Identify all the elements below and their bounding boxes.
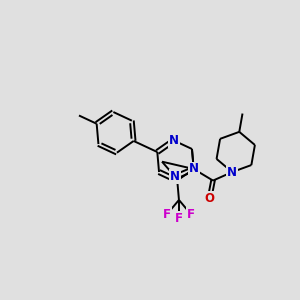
Text: N: N	[227, 166, 237, 178]
Text: N: N	[169, 134, 179, 147]
Text: N: N	[189, 163, 199, 176]
Text: F: F	[187, 208, 195, 221]
Text: O: O	[205, 192, 214, 205]
Text: F: F	[175, 212, 183, 225]
Text: F: F	[163, 208, 171, 221]
Text: N: N	[227, 166, 237, 178]
Text: N: N	[170, 170, 180, 183]
